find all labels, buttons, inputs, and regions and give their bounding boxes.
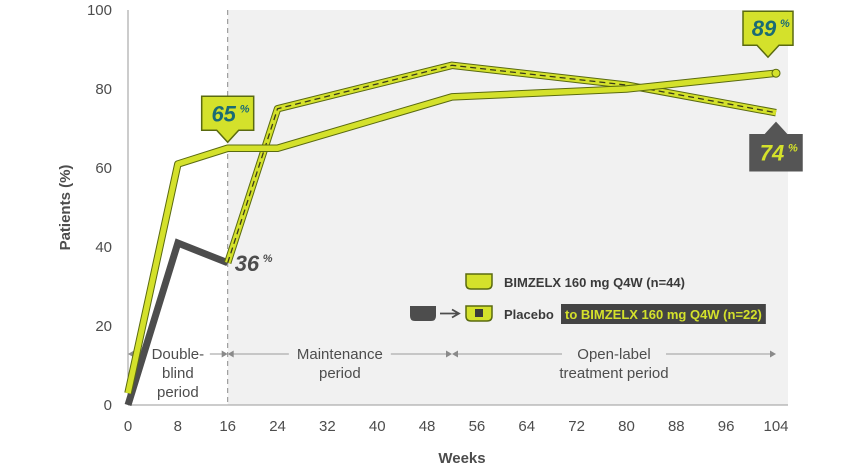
legend-switch-highlight xyxy=(561,304,766,324)
x-tick-label: 40 xyxy=(369,418,386,435)
x-tick-label: 24 xyxy=(269,418,286,435)
y-tick-label: 60 xyxy=(95,160,112,177)
callout-value: 74 xyxy=(760,141,784,166)
period-label: period xyxy=(319,365,361,382)
x-tick-label: 64 xyxy=(518,418,535,435)
legend-bimzelx-swatch xyxy=(465,273,493,290)
period-annotation: Double-blind period xyxy=(128,344,228,401)
period-arrow-right xyxy=(221,350,228,358)
x-tick-labels: 0 8 16 24 32 40 48 56 64 72 80 88 96 104 xyxy=(124,418,789,435)
series-lines xyxy=(124,61,781,407)
x-tick-label: 80 xyxy=(618,418,635,435)
switch-line-dash xyxy=(227,64,777,264)
y-tick-label: 20 xyxy=(95,318,112,335)
legend-bimzelx-label: BIMZELX 160 mg Q4W (n=44) xyxy=(504,275,685,290)
callout-36-value: 36 xyxy=(235,251,260,276)
axes xyxy=(127,10,788,406)
legend: BIMZELX 160 mg Q4W (n=44) Placebo to BIM… xyxy=(410,273,766,324)
x-tick-label: 16 xyxy=(219,418,236,435)
shaded-region xyxy=(227,10,788,405)
callout-unit: % xyxy=(240,103,250,115)
legend-placebo-label: Placebo xyxy=(504,307,554,322)
legend-switch-square-icon xyxy=(475,309,483,317)
period-label: Open-label xyxy=(577,346,650,363)
callout-shape xyxy=(742,10,794,59)
y-tick-label: 0 xyxy=(104,397,112,414)
period-arrow-left xyxy=(227,350,234,358)
y-tick-label: 100 xyxy=(87,2,112,19)
bimzelx-end-point xyxy=(771,68,781,78)
legend-switch-label: to BIMZELX 160 mg Q4W (n=22) xyxy=(565,307,762,322)
x-tick-label: 0 xyxy=(124,418,132,435)
period-label: treatment period xyxy=(559,365,668,382)
x-tick-label: 72 xyxy=(568,418,585,435)
callout-65: 65% xyxy=(200,95,255,144)
x-tick-label: 96 xyxy=(718,418,735,435)
period-label-bg xyxy=(288,344,391,364)
legend-arrow-icon xyxy=(440,308,461,319)
callout-unit: % xyxy=(780,18,790,30)
period-annotation: Open-label treatment period xyxy=(452,344,776,382)
x-tick-label: 104 xyxy=(763,418,788,435)
placebo-line xyxy=(124,238,229,407)
period-annotations: Double-blind period Maintenance period Open-… xyxy=(128,344,776,401)
x-tick-label: 88 xyxy=(668,418,685,435)
period-label: period xyxy=(157,384,199,401)
callout-value: 65 xyxy=(211,101,236,126)
period-label: Maintenance xyxy=(297,346,383,363)
callout-89: 89% xyxy=(742,10,794,59)
period-arrow-right xyxy=(770,350,776,358)
period-arrow-right xyxy=(446,350,452,358)
y-axis-title: Patients (%) xyxy=(57,165,74,251)
period-label-bg xyxy=(145,344,210,364)
x-tick-label: 8 xyxy=(174,418,182,435)
period-label: Double- xyxy=(152,346,205,363)
y-tick-label: 40 xyxy=(95,239,112,256)
bimzelx-line xyxy=(125,70,777,394)
x-tick-label: 32 xyxy=(319,418,336,435)
legend-placebo-swatch xyxy=(410,306,436,321)
value-callouts: 65 %89 %74 %36% xyxy=(200,10,803,276)
callout-unit: % xyxy=(788,143,798,155)
x-tick-label: 48 xyxy=(419,418,436,435)
period-label: blind xyxy=(162,365,194,382)
callout-value: 89 xyxy=(752,16,777,41)
callout-shape xyxy=(749,121,803,172)
callout-36-unit: % xyxy=(263,253,273,265)
y-tick-labels: 0 20 40 60 80 100 xyxy=(87,2,112,414)
period-label-bg xyxy=(562,344,666,364)
y-tick-label: 80 xyxy=(95,81,112,98)
callout-shape xyxy=(200,95,255,144)
callout-74: 74% xyxy=(749,121,803,172)
x-axis-title: Weeks xyxy=(438,450,485,467)
treatment-shading xyxy=(227,10,788,405)
x-tick-label: 56 xyxy=(469,418,486,435)
period-arrow-left xyxy=(452,350,458,358)
period-annotation: Maintenance period xyxy=(227,344,452,382)
